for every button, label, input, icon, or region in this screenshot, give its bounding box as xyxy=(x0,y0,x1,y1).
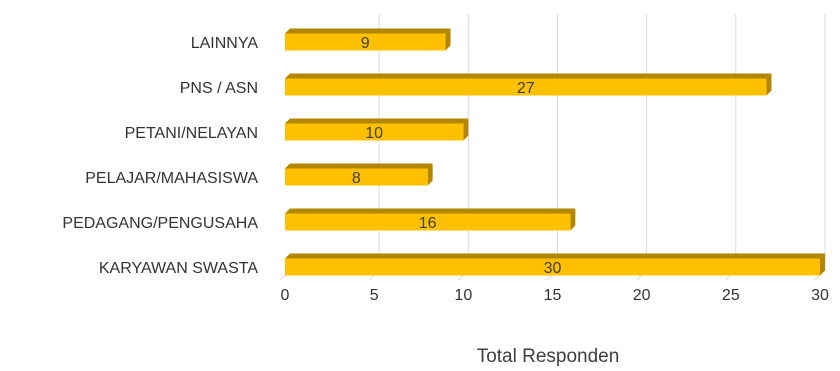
bars: 30 16 8 10 27 9 xyxy=(285,28,825,277)
x-tick-labels: 0 5 10 15 20 25 30 xyxy=(281,287,829,304)
x-tick-label: 15 xyxy=(544,287,562,304)
bar-top-face xyxy=(285,253,825,259)
data-label: 9 xyxy=(361,35,370,52)
data-label: 27 xyxy=(517,80,535,97)
category-label: PELAJAR/MAHASISWA xyxy=(85,170,258,187)
bar xyxy=(285,33,446,51)
bar-top-face xyxy=(285,73,772,79)
x-tick-label: 0 xyxy=(281,287,290,304)
category-labels: KARYAWAN SWASTA PEDAGANG/PENGUSAHA PELAJAR… xyxy=(62,35,258,277)
category-label: PNS / ASN xyxy=(180,80,258,97)
bar-side-face xyxy=(463,118,469,141)
bar-top-face xyxy=(285,28,451,34)
x-tick-label: 10 xyxy=(454,287,472,304)
bar-top-face xyxy=(285,208,576,214)
gridlines xyxy=(279,14,826,281)
bar-side-face xyxy=(820,253,825,276)
bar xyxy=(285,213,571,231)
bar-top-face xyxy=(285,163,433,169)
bar xyxy=(285,258,820,276)
x-tick-label: 5 xyxy=(370,287,379,304)
bar-side-face xyxy=(427,163,433,186)
category-label: LAINNYA xyxy=(191,35,259,52)
x-tick-label: 30 xyxy=(811,287,829,304)
x-tick-label: 20 xyxy=(633,287,651,304)
data-label: 16 xyxy=(419,215,437,232)
data-label: 8 xyxy=(352,170,361,187)
category-label: PEDAGANG/PENGUSAHA xyxy=(62,215,258,232)
bar-side-face xyxy=(445,28,451,51)
x-tick-label: 25 xyxy=(722,287,740,304)
data-label: 10 xyxy=(365,125,383,142)
bar xyxy=(285,78,767,96)
bar xyxy=(285,168,428,186)
category-label: PETANI/NELAYAN xyxy=(125,125,258,142)
bar-side-face xyxy=(570,208,576,231)
category-label: KARYAWAN SWASTA xyxy=(99,260,258,277)
x-axis-title: Total Responden xyxy=(477,346,620,367)
data-label: 30 xyxy=(544,260,562,277)
bar xyxy=(285,123,464,141)
bar-side-face xyxy=(766,73,772,96)
bar-top-face xyxy=(285,118,469,124)
